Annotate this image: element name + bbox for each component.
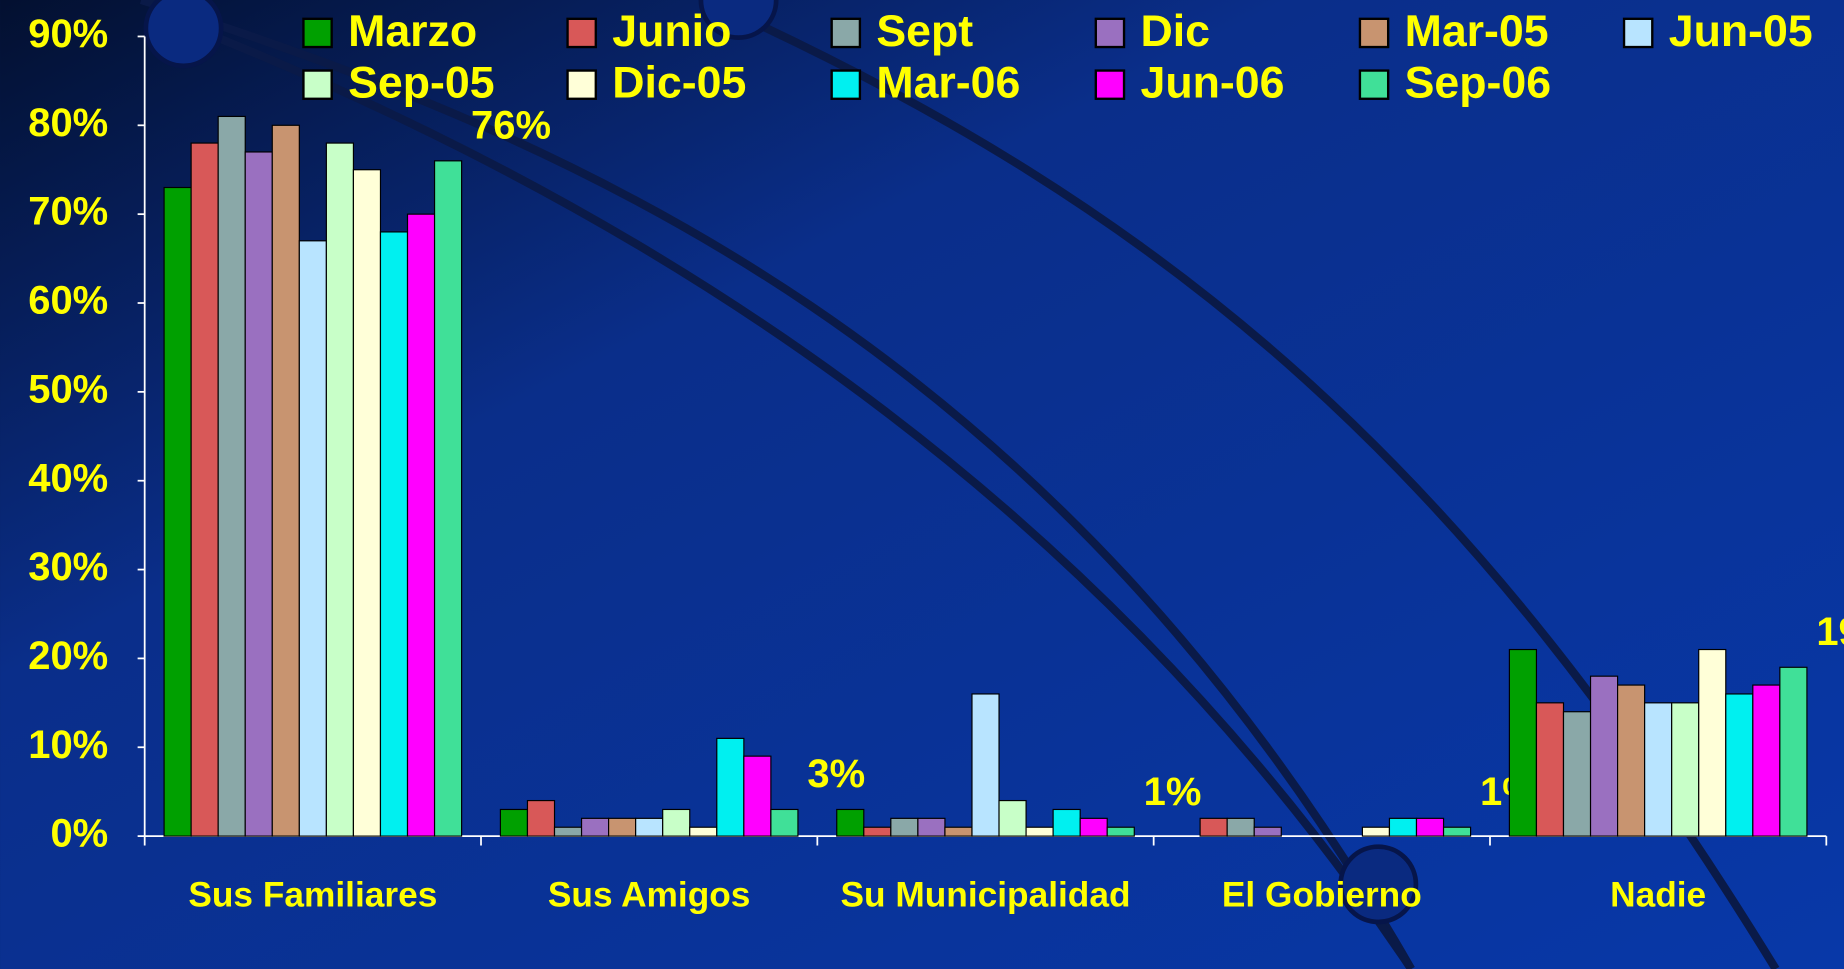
bar [1726,694,1753,836]
x-tick-label: Nadie [1610,876,1706,915]
chart: 0% 10% 20% 30% 40% 50% 60% 70% 80% 90% Sus Familia… [0,0,1844,969]
legend-label: Jun-05 [1669,7,1813,56]
bar [164,188,191,837]
bar [408,214,435,836]
legend-label: Mar-06 [876,59,1020,108]
legend-label: Dic [1140,7,1210,56]
page: 0% 10% 20% 30% 40% 50% 60% 70% 80% 90% Sus Familia… [0,0,1844,969]
bar [1389,818,1416,836]
bar [609,818,636,836]
legend-swatch [1624,19,1652,47]
bar [690,827,717,836]
bar [1618,685,1645,836]
x-tick-label: El Gobierno [1222,876,1422,915]
y-tick-label: 70% [28,190,108,234]
bar [1563,712,1590,836]
bar [272,125,299,836]
legend-label: Jun-06 [1140,59,1284,108]
bar [1509,650,1536,837]
bar [353,170,380,836]
bar [1780,667,1807,836]
legend-swatch [1096,19,1124,47]
legend-swatch [568,71,596,99]
bar [1699,650,1726,837]
bar [1053,809,1080,836]
legend-swatch [1360,19,1388,47]
y-tick-label: 50% [28,367,108,411]
y-tick-label: 80% [28,101,108,145]
bar [945,827,972,836]
bar [717,738,744,836]
legend-label: Junio [612,7,731,56]
decoration [146,0,221,66]
legend-swatch [568,19,596,47]
legend-swatch [832,19,860,47]
bar [1227,818,1254,836]
x-tick-label: Su Municipalidad [841,876,1131,915]
y-tick-label: 0% [50,812,108,856]
bar [1200,818,1227,836]
data-label: 1% [1144,770,1202,814]
bar [1672,703,1699,836]
legend-label: Dic-05 [612,59,746,108]
data-label: 19% [1816,610,1844,654]
y-tick-label: 30% [28,545,108,589]
y-tick-label: 20% [28,634,108,678]
legend-swatch [303,19,331,47]
bar [837,809,864,836]
bar [326,143,353,836]
bar [972,694,999,836]
legend-swatch [1096,71,1124,99]
bar [1107,827,1134,836]
bar [380,232,407,836]
bar [1254,827,1281,836]
legend-swatch [1360,71,1388,99]
bar [218,116,245,836]
bar [1591,676,1618,836]
legend-swatch [303,71,331,99]
bar [1536,703,1563,836]
bar [1416,818,1443,836]
bar [1444,827,1471,836]
y-tick-label: 40% [28,456,108,500]
data-label: 3% [807,752,865,796]
bar [1362,827,1389,836]
y-tick-label: 90% [28,12,108,56]
bar [527,801,554,837]
bar [864,827,891,836]
bar [500,809,527,836]
bar [299,241,326,836]
bar [435,161,462,836]
legend-label: Marzo [348,7,477,56]
bar [891,818,918,836]
bar [1753,685,1780,836]
bar [191,143,218,836]
bar [582,818,609,836]
legend-swatch [832,71,860,99]
x-tick-label: Sus Amigos [548,876,751,915]
bar [1080,818,1107,836]
bar [663,809,690,836]
legend-label: Sep-06 [1405,59,1551,108]
bar [1026,827,1053,836]
y-tick-label: 10% [28,723,108,767]
legend-label: Sep-05 [348,59,495,108]
legend-label: Mar-05 [1405,7,1549,56]
bar [636,818,663,836]
data-label: 76% [471,103,551,147]
bar [245,152,272,836]
bar [1645,703,1672,836]
y-tick-label: 60% [28,279,108,323]
bar [918,818,945,836]
bar [744,756,771,836]
bar [555,827,582,836]
x-tick-label: Sus Familiares [188,876,437,915]
bar [771,809,798,836]
legend-label: Sept [876,7,973,56]
bar [999,801,1026,837]
